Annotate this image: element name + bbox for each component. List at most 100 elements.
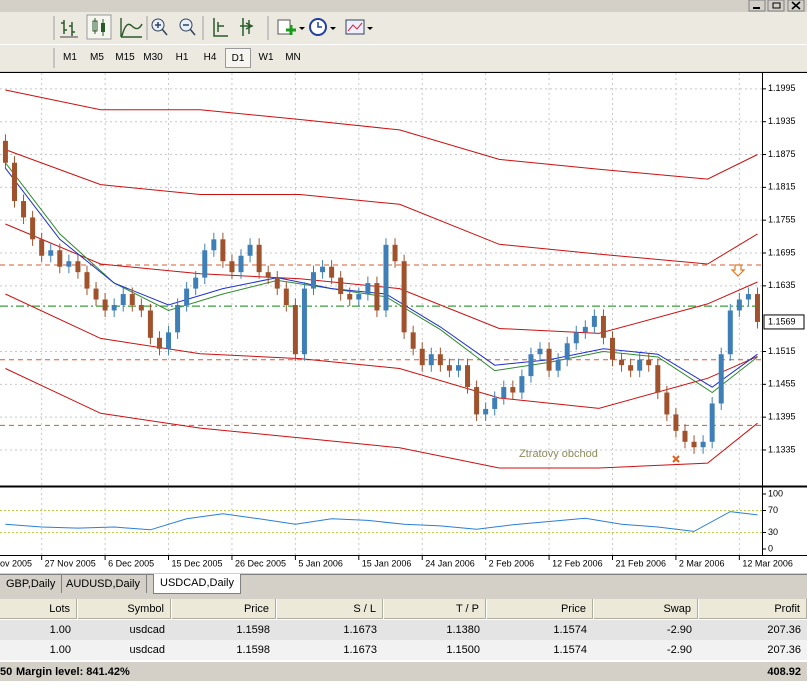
footer-balance: 50 (0, 666, 13, 678)
candle-body (120, 294, 126, 305)
chart-tab[interactable]: USDCAD,Daily (153, 574, 241, 594)
y-tick-label: 1.1455 (768, 379, 796, 389)
sell-arrow (730, 264, 746, 277)
chart-tab[interactable]: GBP,Daily (0, 575, 63, 593)
close-glyph (791, 1, 801, 10)
candle-body (600, 315, 606, 338)
zoom-out-button[interactable] (179, 18, 196, 36)
candle-body (637, 359, 643, 371)
toolbar-icons (53, 14, 373, 40)
candle-body (646, 359, 652, 366)
candle-body (628, 365, 634, 371)
table-cell: 1.1500 (446, 644, 480, 656)
candle-body (528, 354, 534, 377)
timeframe-button[interactable]: M5 (90, 52, 104, 63)
autoscroll-button[interactable] (213, 18, 228, 37)
candle-body (11, 162, 17, 202)
restore-glyph (772, 2, 781, 9)
current-price-box (763, 314, 805, 330)
timeframe-button[interactable]: M1 (63, 52, 77, 63)
candle-body (247, 244, 253, 256)
timeframe-button[interactable]: M15 (115, 52, 135, 63)
candle-body (410, 332, 416, 349)
table-cell: 1.1673 (343, 644, 377, 656)
candle-body (655, 365, 661, 393)
candle-body (718, 354, 724, 404)
candle-body (193, 277, 199, 289)
candle-body (609, 337, 615, 360)
timeframe-button[interactable]: W1 (258, 52, 274, 63)
candle-body (21, 201, 27, 218)
timeframe-button[interactable]: H1 (175, 52, 189, 63)
x-tick-label: 26 Dec 2005 (235, 558, 286, 568)
candle-body (30, 217, 36, 240)
timeframe-button[interactable]: H4 (203, 52, 217, 63)
candle-body (428, 354, 434, 366)
table-header-cell: Price (487, 599, 593, 619)
x-tick-label: 12 Mar 2006 (742, 558, 793, 568)
bar-chart-button[interactable] (60, 20, 78, 38)
minimize-button[interactable] (748, 0, 766, 12)
candle-body (365, 283, 371, 295)
templates-button[interactable] (345, 19, 373, 35)
close-cross (672, 455, 680, 463)
zoom-in-button[interactable] (151, 18, 168, 36)
periods-button[interactable] (309, 18, 336, 36)
table-row (0, 620, 807, 640)
indicators-button[interactable] (277, 19, 305, 35)
restore-button[interactable] (767, 0, 785, 12)
oscillator-line (5, 511, 758, 532)
candle-body (283, 288, 289, 305)
candle-body (383, 244, 389, 311)
candle-body (147, 310, 153, 338)
candle-body (392, 244, 398, 262)
table-header-cell: Price (172, 599, 276, 619)
candle-body (274, 277, 280, 289)
candle-body (501, 387, 507, 399)
chart-shift-button[interactable] (240, 18, 254, 36)
candle-body (211, 239, 217, 251)
candle-chart-button[interactable] (86, 14, 112, 40)
chart-tabs: GBP,Daily AUDUSD,Daily USDCAD,Daily (0, 574, 807, 595)
x-tick-label: ov 2005 (0, 558, 32, 568)
x-tick-label: 6 Dec 2005 (108, 558, 154, 568)
candle-body (564, 343, 570, 360)
candle-body (437, 354, 443, 366)
table-row (0, 640, 807, 660)
x-tick-label: 2 Mar 2006 (679, 558, 725, 568)
timeframe-toolbar: M1 M5 M15 M30 H1 H4 D1 W1 MN (0, 45, 807, 71)
candle-body (754, 294, 760, 322)
candle-body (510, 387, 516, 393)
candle-body (102, 299, 108, 311)
candle-body (175, 304, 181, 333)
timeframe-button[interactable]: MN (285, 52, 301, 63)
line-chart-button[interactable] (120, 18, 143, 38)
candle-body (465, 365, 471, 388)
timeframe-button[interactable]: D1 (225, 48, 251, 68)
candle-body (727, 310, 733, 355)
table-header-cell: Profit (699, 599, 807, 619)
candle-body (619, 359, 625, 366)
table-cell: 1.1598 (236, 644, 270, 656)
chart-window: 1.1995 1.1935 1.1875 1.1815 1.1755 1.1695 1.16… (0, 72, 807, 573)
table-header-cell: S / L (277, 599, 383, 619)
candle-body (736, 299, 742, 311)
table-header-cell: Symbol (78, 599, 171, 619)
table-footer: 50 Margin level: 841.42% 408.92 (0, 661, 807, 681)
indicator-line (5, 89, 758, 180)
candle-body (238, 255, 244, 273)
candle-body (166, 332, 172, 349)
candle-body (156, 337, 162, 349)
y-tick-label: 1.1935 (768, 116, 796, 126)
candle-body (709, 403, 715, 442)
candle-body (320, 266, 326, 273)
candle-body (301, 288, 307, 355)
table-cell: 207.36 (767, 644, 801, 656)
timeframe-button[interactable]: M30 (143, 52, 163, 63)
y-tick-label: 1.1875 (768, 149, 796, 159)
candle-body (256, 244, 262, 273)
annotation: Ztratovy obchod (519, 448, 598, 460)
chart-tab[interactable]: AUDUSD,Daily (60, 575, 147, 593)
candle-body (555, 359, 561, 371)
